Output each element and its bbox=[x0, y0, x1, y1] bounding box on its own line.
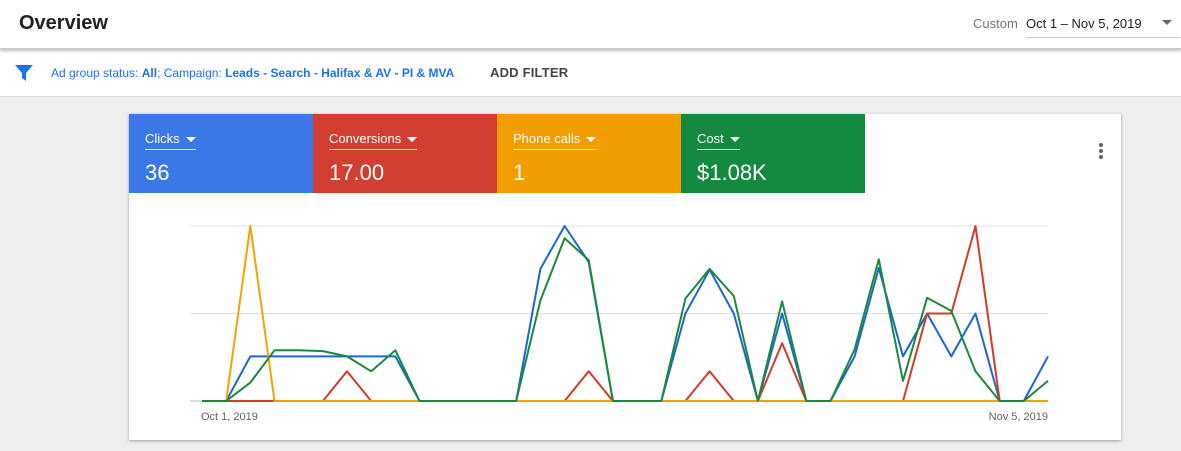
metric-name: Phone calls bbox=[513, 131, 581, 146]
x-tick-label: Nov 5, 2019 bbox=[989, 411, 1048, 423]
filter-part: ; Campaign: bbox=[157, 66, 226, 80]
x-tick-label: Oct 1, 2019 bbox=[201, 411, 258, 423]
scorecard[interactable]: Clicks 36 bbox=[129, 114, 313, 193]
date-underline bbox=[1026, 37, 1180, 38]
filter-part: Leads - Search - Halifax & AV - PI & MVA bbox=[225, 66, 455, 80]
header-bar bbox=[0, 0, 1181, 49]
scorecard-value: 1 bbox=[513, 160, 526, 185]
scorecard[interactable]: Cost $1.08K bbox=[681, 114, 865, 193]
metric-name: Conversions bbox=[329, 131, 402, 146]
date-caret[interactable] bbox=[1162, 20, 1172, 25]
scorecard-value: $1.08K bbox=[697, 160, 767, 185]
filter-bar bbox=[0, 49, 1181, 97]
metric-name: Clicks bbox=[145, 131, 180, 146]
metric-caret[interactable] bbox=[407, 137, 418, 143]
chart: Oct 1, 2019 Nov 5, 2019 bbox=[190, 225, 1049, 423]
date-range-label: Custom bbox=[973, 16, 1018, 31]
filter-text[interactable]: Ad group status: All; Campaign: Leads - … bbox=[51, 66, 454, 80]
date-range[interactable]: Oct 1 – Nov 5, 2019 bbox=[1026, 16, 1142, 31]
page-title: Overview bbox=[19, 12, 108, 34]
metric-caret[interactable] bbox=[586, 137, 597, 143]
filter-icon[interactable] bbox=[15, 65, 33, 81]
scorecard-label[interactable]: Phone calls bbox=[513, 131, 597, 150]
scorecard[interactable]: Conversions 17.00 bbox=[313, 114, 497, 193]
series-line bbox=[202, 237, 1049, 402]
scorecard-label[interactable]: Conversions bbox=[329, 131, 418, 150]
scorecard-value: 17.00 bbox=[329, 160, 385, 185]
more-menu[interactable] bbox=[1098, 142, 1104, 160]
metric-name: Cost bbox=[697, 131, 724, 146]
scorecard-value: 36 bbox=[145, 160, 170, 185]
filter-part: Ad group status: bbox=[51, 66, 142, 80]
filter-part: All bbox=[141, 66, 158, 80]
scorecard-label[interactable]: Clicks bbox=[145, 131, 196, 150]
metric-caret[interactable] bbox=[729, 137, 740, 143]
add-filter[interactable]: ADD FILTER bbox=[490, 65, 569, 80]
metric-caret[interactable] bbox=[185, 137, 196, 143]
scorecard[interactable]: Phone calls 1 bbox=[497, 114, 681, 193]
scorecard-label[interactable]: Cost bbox=[697, 131, 740, 150]
